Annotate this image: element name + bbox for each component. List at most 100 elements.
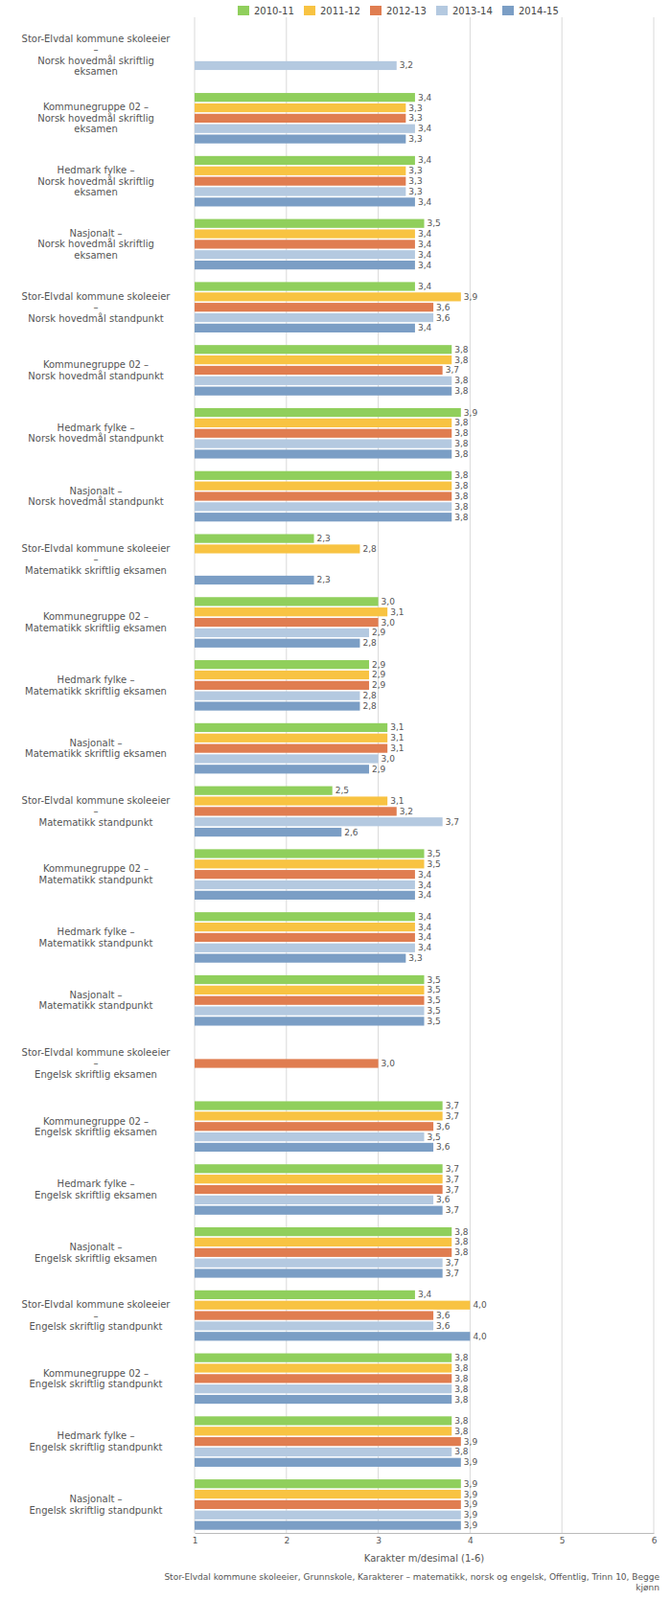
bar xyxy=(194,1321,434,1331)
bar xyxy=(194,491,452,501)
value-label: 3,1 xyxy=(390,743,404,754)
bar xyxy=(194,597,379,606)
value-label: 3,8 xyxy=(454,1395,469,1406)
value-label: 3,0 xyxy=(381,754,396,764)
value-label: 3,7 xyxy=(445,1258,460,1269)
bar xyxy=(194,429,452,439)
bar xyxy=(194,681,370,691)
legend-label: 2012-13 xyxy=(386,5,427,17)
value-label: 3,9 xyxy=(463,1510,479,1521)
value-labels: 3,43,43,53,43,83,93,82,33,02,93,12,53,53… xyxy=(317,60,487,1531)
value-label: 3,5 xyxy=(427,1017,441,1027)
tick-label: 4 xyxy=(467,1536,474,1547)
bar xyxy=(194,1133,425,1142)
value-label: 3,7 xyxy=(445,1269,460,1279)
value-label: 3,3 xyxy=(408,113,422,123)
bar xyxy=(194,197,416,207)
bar xyxy=(194,1458,462,1468)
legend-item: 2011-12 xyxy=(303,5,361,17)
bar xyxy=(194,639,360,648)
value-label: 2,9 xyxy=(371,764,387,775)
tick-label: 5 xyxy=(559,1536,566,1547)
grid-line xyxy=(561,17,563,1534)
value-label: 3,6 xyxy=(436,1195,451,1205)
legend-swatch xyxy=(237,5,250,16)
value-label: 3,9 xyxy=(463,1521,479,1531)
tick: 3 xyxy=(375,1533,382,1547)
value-label: 3,4 xyxy=(417,260,433,271)
bar xyxy=(194,114,406,123)
bar xyxy=(194,1206,443,1216)
category-label: Hedmark fylke –Norsk hovedmål skriftlige… xyxy=(37,164,155,198)
category-label: Nasjonalt –Norsk hovedmål skriftligeksam… xyxy=(37,228,155,261)
category-label: Nasjonalt –Engelsk skriftlig standpunkt xyxy=(28,1494,162,1517)
category-label: Nasjonalt –Engelsk skriftlig eksamen xyxy=(34,1242,158,1265)
category-label: Nasjonalt –Matematikk standpunkt xyxy=(39,990,154,1013)
value-label: 2,9 xyxy=(371,680,387,691)
value-label: 3,0 xyxy=(381,1059,396,1069)
bar xyxy=(194,1164,443,1174)
bar xyxy=(194,61,397,70)
category-labels: Stor-Elvdal kommune skoleeier–Norsk hove… xyxy=(22,33,172,1517)
bar xyxy=(194,1364,452,1373)
bar xyxy=(194,975,425,985)
bar xyxy=(194,723,388,733)
value-label: 3,6 xyxy=(436,313,451,324)
value-label: 3,0 xyxy=(381,618,396,628)
category-label: Kommunegruppe 02 –Matematikk skriftlig e… xyxy=(24,611,167,634)
category-label: Hedmark fylke –Matematikk standpunkt xyxy=(39,926,154,949)
bar xyxy=(194,1175,443,1184)
value-label: 3,7 xyxy=(445,1111,460,1122)
bar xyxy=(194,1006,425,1016)
legend-label: 2014-15 xyxy=(518,5,559,17)
bar xyxy=(194,250,416,259)
bar xyxy=(194,1269,443,1278)
value-label: 3,8 xyxy=(454,1416,469,1427)
bar xyxy=(194,1521,462,1530)
bar xyxy=(194,1437,462,1447)
bar xyxy=(194,302,434,312)
value-label: 3,3 xyxy=(408,953,422,964)
value-label: 2,3 xyxy=(317,533,331,544)
value-label: 3,8 xyxy=(454,1227,469,1238)
value-label: 3,8 xyxy=(454,417,469,428)
tick-label: 2 xyxy=(283,1536,290,1547)
value-label: 3,8 xyxy=(454,512,469,523)
bar xyxy=(194,1301,470,1311)
value-label: 3,3 xyxy=(408,134,422,144)
category-label: Stor-Elvdal kommune skoleeier–Engelsk sk… xyxy=(22,1299,172,1333)
value-label: 3,9 xyxy=(463,408,479,418)
tick-label: 3 xyxy=(375,1536,382,1547)
value-label: 2,8 xyxy=(362,701,377,712)
value-label: 4,0 xyxy=(472,1300,487,1311)
value-label: 3,4 xyxy=(417,932,433,943)
bar xyxy=(194,817,443,827)
bar xyxy=(194,1143,434,1153)
value-label: 3,8 xyxy=(454,1248,469,1258)
value-label: 3,7 xyxy=(445,1101,460,1111)
value-label: 3,2 xyxy=(399,60,414,70)
value-label: 3,4 xyxy=(417,912,433,923)
grid-line xyxy=(653,17,655,1534)
category-label: Stor-Elvdal kommune skoleeier–Matematikk… xyxy=(22,795,172,829)
value-label: 3,4 xyxy=(417,943,433,953)
value-label: 2,6 xyxy=(344,828,359,838)
bar xyxy=(194,1249,452,1258)
value-label: 3,4 xyxy=(417,923,433,933)
bar xyxy=(194,849,425,858)
value-label: 3,6 xyxy=(436,302,451,313)
bar xyxy=(194,891,416,901)
tick: 6 xyxy=(651,1533,658,1547)
x-axis-title: Karakter m/desimal (1-6) xyxy=(364,1553,486,1565)
bar xyxy=(194,1374,452,1384)
value-label: 3,1 xyxy=(390,607,404,618)
bar xyxy=(194,607,388,617)
bar xyxy=(194,859,425,869)
bar xyxy=(194,533,315,543)
value-label: 3,8 xyxy=(454,439,469,449)
chart: 3,43,43,53,43,83,93,82,33,02,93,12,53,53… xyxy=(0,0,671,1600)
value-label: 3,8 xyxy=(454,1237,469,1248)
value-label: 3,5 xyxy=(427,859,441,870)
bar xyxy=(194,660,370,670)
value-label: 2,9 xyxy=(371,670,387,680)
